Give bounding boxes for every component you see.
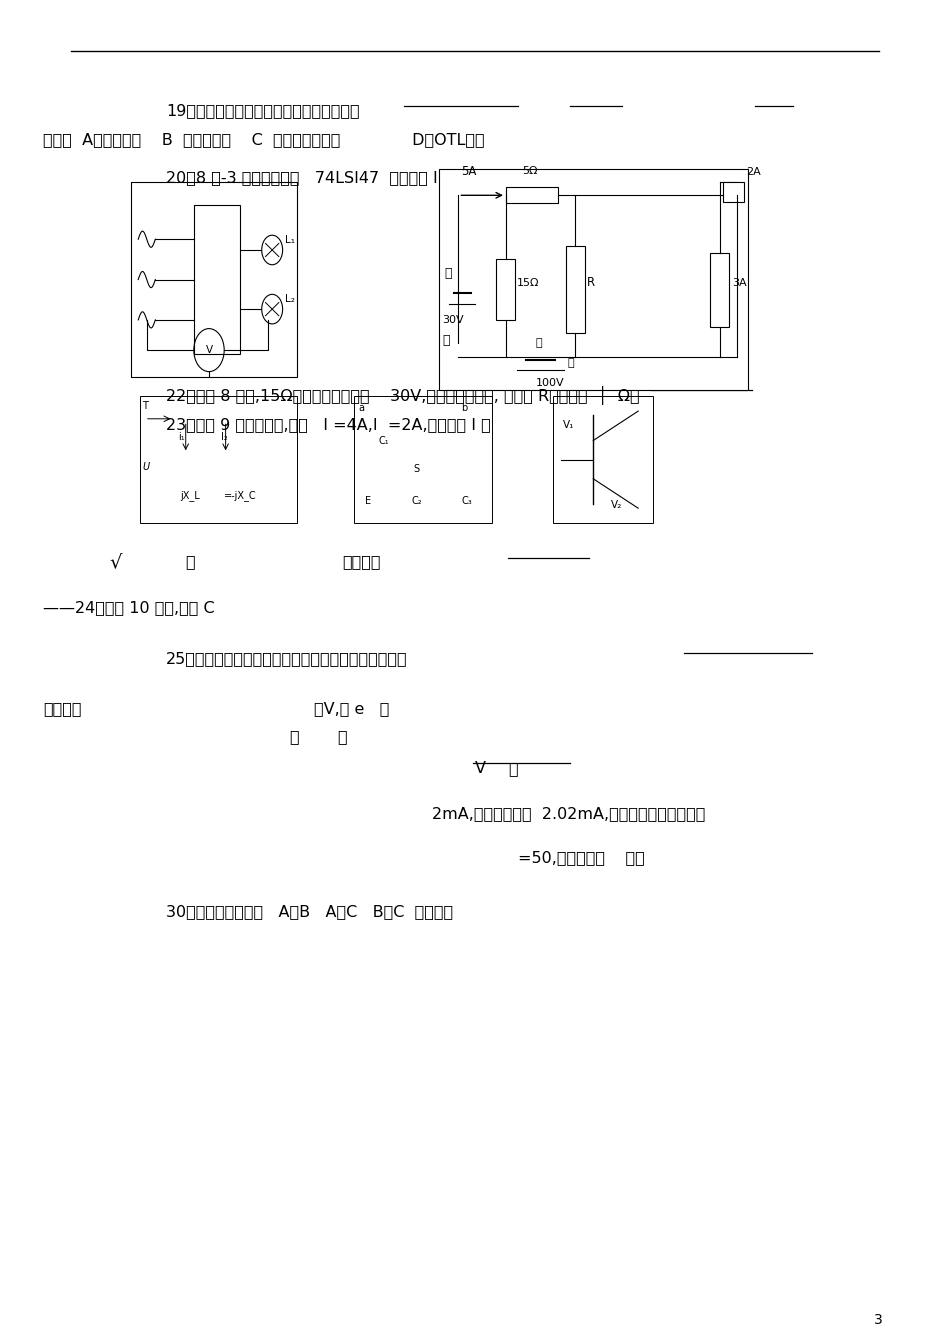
Text: －: － bbox=[567, 359, 574, 368]
Text: 。: 。 bbox=[508, 761, 518, 777]
Text: 2A: 2A bbox=[747, 168, 761, 177]
Text: C₂: C₂ bbox=[411, 496, 423, 507]
Text: 23．在图 9 所示电路中,已知   I =4A,I  =2A,则总电流 Ⅰ 为: 23．在图 9 所示电路中,已知 I =4A,I =2A,则总电流 Ⅰ 为 bbox=[166, 417, 491, 433]
Text: =50,则复合后的    约为: =50,则复合后的 约为 bbox=[518, 849, 644, 866]
Text: U: U bbox=[142, 462, 149, 472]
Text: E: E bbox=[365, 496, 371, 507]
Text: －: － bbox=[290, 728, 299, 745]
Text: 15Ω: 15Ω bbox=[518, 278, 540, 288]
Text: =-jX_C: =-jX_C bbox=[224, 491, 256, 501]
Text: T: T bbox=[142, 401, 148, 410]
Text: －: － bbox=[337, 728, 347, 745]
Bar bbox=[439, 169, 749, 391]
Bar bbox=[553, 395, 654, 523]
Bar bbox=[724, 181, 744, 202]
Text: ＋: ＋ bbox=[536, 339, 542, 348]
Text: b: b bbox=[462, 403, 467, 413]
Text: R: R bbox=[587, 277, 595, 289]
Bar bbox=[566, 246, 585, 333]
Text: √: √ bbox=[109, 552, 122, 571]
Text: 25．已知对称三相四线制中相的电动势瞬时值表达式为: 25．已知对称三相四线制中相的电动势瞬时值表达式为 bbox=[166, 650, 408, 667]
Text: a: a bbox=[359, 403, 365, 413]
Text: ＿＿＿  A．微分电路    B  ．积分电路    C  ．运算放大电路              D．OTL电路: ＿＿＿ A．微分电路 B ．积分电路 C ．运算放大电路 D．OTL电路 bbox=[43, 132, 484, 148]
Text: L₂: L₂ bbox=[285, 294, 294, 304]
Bar bbox=[710, 253, 730, 327]
Bar bbox=[497, 259, 516, 320]
Text: V: V bbox=[205, 345, 213, 355]
Text: 5A: 5A bbox=[462, 165, 477, 179]
Text: C₁: C₁ bbox=[379, 437, 389, 446]
Text: 30．利用消去法化简   A？B   A？C   B？C  的结果为: 30．利用消去法化简 A？B A？C B？C 的结果为 bbox=[166, 903, 453, 919]
Text: V₁: V₁ bbox=[563, 419, 575, 430]
Bar bbox=[130, 181, 296, 376]
Text: V: V bbox=[475, 761, 486, 777]
Text: C₃: C₃ bbox=[462, 496, 472, 507]
Bar bbox=[194, 206, 240, 353]
Text: 20．8 线-3 线优先编码器   74LSI47  的输人为 I: 20．8 线-3 线优先编码器 74LSI47 的输人为 I bbox=[166, 169, 438, 185]
Text: 19．能将矩形波变换成双向尖顶波的电路是: 19．能将矩形波变换成双向尖顶波的电路是 bbox=[166, 102, 360, 118]
Text: ＋: ＋ bbox=[443, 335, 449, 347]
Text: ＿＿＿＿: ＿＿＿＿ bbox=[43, 700, 82, 716]
Text: ＿＿＿＿: ＿＿＿＿ bbox=[342, 554, 381, 570]
Text: I₂: I₂ bbox=[220, 433, 228, 442]
Text: 3A: 3A bbox=[732, 278, 747, 288]
Text: 30V: 30V bbox=[443, 314, 464, 324]
Text: －: － bbox=[444, 267, 451, 280]
Text: ）V,则 e   ＝: ）V,则 e ＝ bbox=[314, 700, 389, 716]
Text: V₂: V₂ bbox=[611, 500, 622, 511]
Bar bbox=[506, 187, 559, 203]
Bar bbox=[141, 395, 296, 523]
Bar bbox=[353, 395, 492, 523]
Text: 5Ω: 5Ω bbox=[522, 165, 538, 176]
Text: S: S bbox=[413, 465, 419, 474]
Text: ——24．如图 10 所示,已知 C: ——24．如图 10 所示,已知 C bbox=[43, 599, 215, 616]
Text: i₁: i₁ bbox=[179, 433, 184, 442]
Text: 3: 3 bbox=[874, 1313, 884, 1327]
Text: －: － bbox=[185, 554, 195, 570]
Text: jX_L: jX_L bbox=[180, 491, 200, 501]
Text: 22．如图 8 所示,15Ω电阻上的电压降为    30V,其极性如图所示, 则电阻 R的阻值为  │  Ω。: 22．如图 8 所示,15Ω电阻上的电压降为 30V,其极性如图所示, 则电阻 … bbox=[166, 386, 640, 405]
Text: L₁: L₁ bbox=[285, 235, 294, 245]
Text: 100V: 100V bbox=[536, 379, 564, 388]
Text: 2mA,发射极电流是  2.02mA,则该管的直流电流放大: 2mA,发射极电流是 2.02mA,则该管的直流电流放大 bbox=[432, 805, 706, 821]
